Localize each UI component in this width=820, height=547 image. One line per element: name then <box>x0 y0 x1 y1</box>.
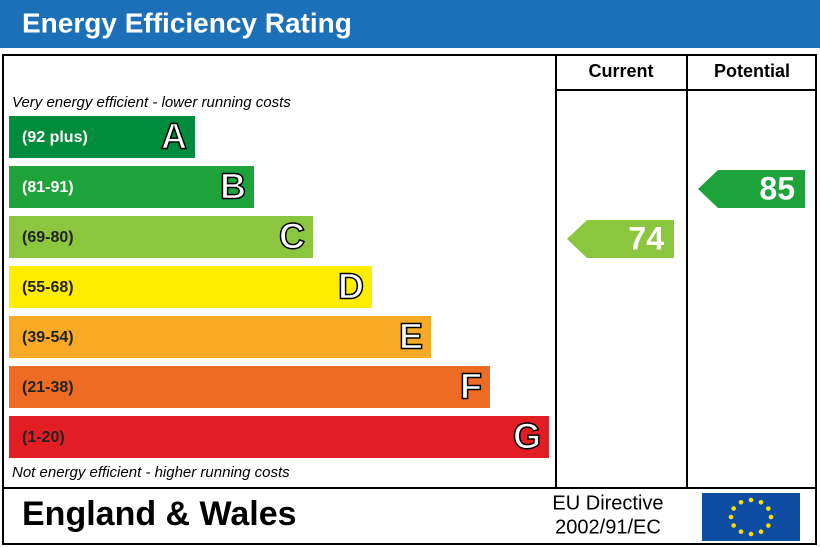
star <box>768 514 774 520</box>
top-note: Very energy efficient - lower running co… <box>12 94 291 111</box>
band-range: (81-91) <box>22 179 74 196</box>
band <box>9 166 254 208</box>
directive: EU Directive <box>552 492 663 514</box>
band-letter: C <box>279 216 305 257</box>
rating-value: 74 <box>628 220 664 256</box>
band-letter: F <box>460 366 482 407</box>
band <box>9 116 195 158</box>
bottom-note: Not energy efficient - higher running co… <box>12 464 290 481</box>
band <box>9 366 490 408</box>
directive: 2002/91/EC <box>555 516 661 538</box>
title-bar <box>0 0 820 48</box>
band <box>9 216 313 258</box>
star <box>758 529 764 535</box>
band-letter: A <box>161 116 187 157</box>
band <box>9 416 549 458</box>
rating-arrow <box>567 220 674 258</box>
frame <box>2 54 817 545</box>
eu-stars <box>728 497 774 537</box>
band-letter: G <box>513 416 541 457</box>
star <box>738 529 744 535</box>
band-letter: E <box>399 316 423 357</box>
band-letter: D <box>338 266 364 307</box>
band-letter: B <box>220 166 246 207</box>
chart-title: Energy Efficiency Rating <box>22 7 352 38</box>
rating-value: 85 <box>759 170 795 206</box>
band-range: (69-80) <box>22 229 74 246</box>
column-header: Current <box>588 61 653 81</box>
star <box>728 514 734 520</box>
star <box>731 506 736 511</box>
band-range: (55-68) <box>22 279 74 296</box>
column-header: Potential <box>714 61 790 81</box>
band-range: (1-20) <box>22 429 65 446</box>
band-range: (92 plus) <box>22 129 88 146</box>
star <box>758 499 764 505</box>
band-range: (39-54) <box>22 329 74 346</box>
star <box>731 523 736 528</box>
star <box>766 506 771 511</box>
band <box>9 266 372 308</box>
band-range: (21-38) <box>22 379 74 396</box>
star <box>738 499 744 505</box>
star <box>748 497 754 503</box>
star <box>766 523 771 528</box>
band <box>9 316 431 358</box>
rating-arrow <box>698 170 805 208</box>
region: England & Wales <box>22 495 297 533</box>
star <box>748 531 754 537</box>
